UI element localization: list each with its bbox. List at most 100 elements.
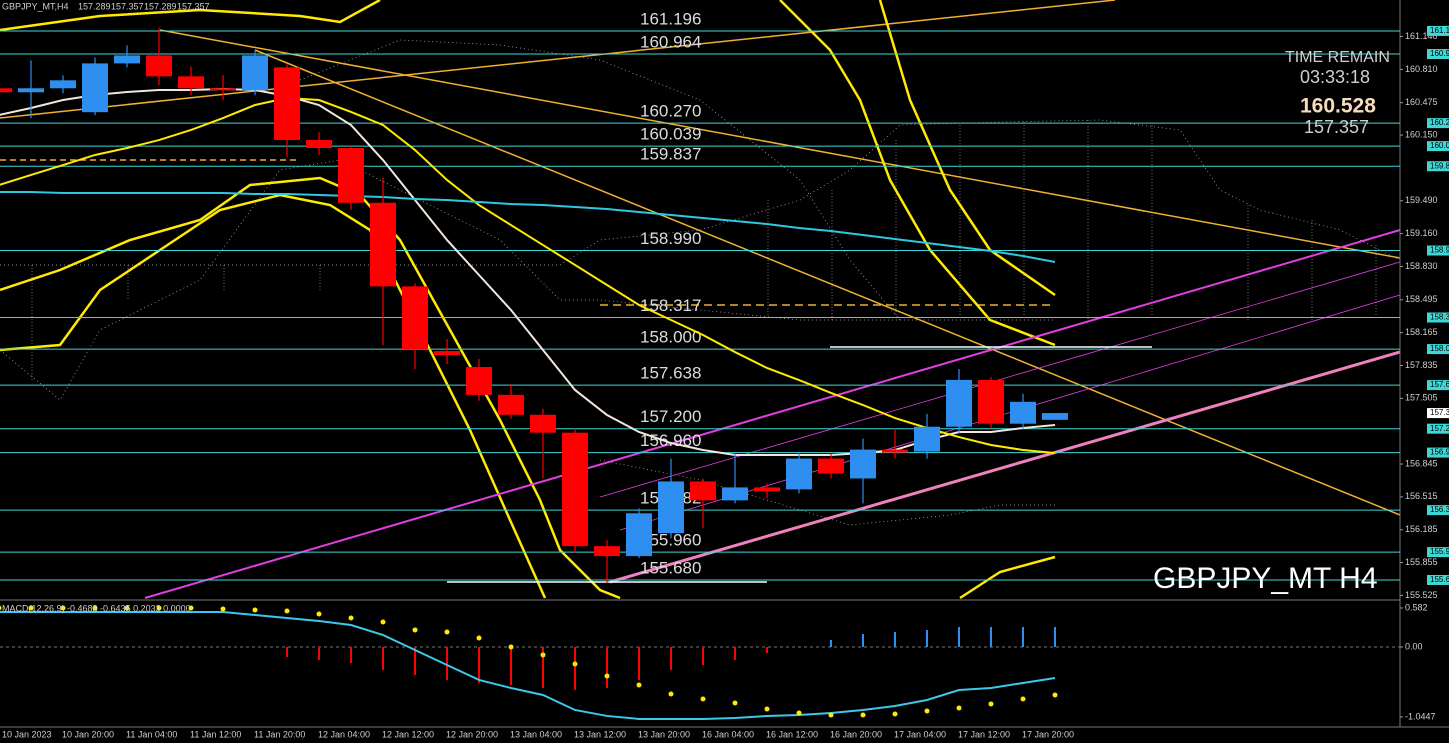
y-tick-label: 160.150 (1405, 129, 1438, 139)
candle-body (690, 481, 716, 501)
moving-average (0, 97, 1056, 454)
x-tick-label: 16 Jan 04:00 (702, 729, 754, 739)
signal-dot (476, 635, 482, 641)
candle-body (0, 88, 12, 93)
candle-body (594, 546, 620, 557)
level-price-label: 155.960 (1430, 547, 1449, 556)
signal-dot (284, 608, 290, 614)
x-tick-label: 11 Jan 12:00 (190, 729, 241, 739)
candle-body (1042, 413, 1068, 420)
x-tick-label: 12 Jan 04:00 (318, 729, 370, 739)
signal-dot (220, 606, 226, 612)
time-remain: 03:33:18 (1300, 67, 1370, 87)
signal-dot (572, 661, 578, 667)
signal-dot (1020, 696, 1026, 702)
x-tick-label: 13 Jan 12:00 (574, 729, 626, 739)
level-price-box (1427, 447, 1449, 458)
level-label: 160.039 (640, 125, 701, 144)
signal-dot (252, 607, 258, 613)
candle-body (178, 76, 204, 89)
signal-dot (764, 706, 770, 712)
level-label: 159.837 (640, 145, 701, 164)
signal-dot (668, 691, 674, 697)
signal-dot (508, 644, 514, 650)
candle-body (274, 67, 300, 141)
candle-body (722, 487, 748, 501)
candle-body (914, 426, 940, 452)
signal-dot (188, 605, 194, 611)
y-tick-label: 159.160 (1405, 228, 1438, 238)
candle-body (658, 481, 684, 534)
level-price-box (1427, 547, 1449, 558)
current-price-label: 157.357 (1430, 408, 1449, 417)
level-price-box (1427, 380, 1449, 391)
signal-dot (636, 682, 642, 688)
x-tick-label: 11 Jan 20:00 (254, 729, 305, 739)
candle-body (434, 351, 460, 356)
y-tick-label: 160.475 (1405, 97, 1438, 107)
y-tick-label: 159.490 (1405, 195, 1438, 205)
signal-dot (156, 605, 162, 611)
y-tick-label: 160.810 (1405, 64, 1438, 74)
y-tick-label: 0.00 (1405, 641, 1423, 651)
candle-body (786, 458, 812, 490)
signal-dot (124, 605, 130, 611)
candle-body (754, 487, 780, 492)
y-tick-label: 155.855 (1405, 557, 1438, 567)
level-price-label: 160.270 (1430, 118, 1449, 127)
candle-body (946, 379, 972, 427)
macd-line (0, 610, 1056, 720)
x-tick-label: 16 Jan 20:00 (830, 729, 882, 739)
signal-dot (956, 705, 962, 711)
level-price-box (1427, 423, 1449, 434)
x-tick-label: 10 Jan 20:00 (62, 729, 114, 739)
signal-dot (92, 605, 98, 611)
candle-body (850, 449, 876, 479)
signal-dot (380, 619, 386, 625)
signal-dot (924, 708, 930, 714)
current-price-box (1427, 408, 1449, 419)
level-price-label: 157.638 (1430, 380, 1449, 389)
candle-body (498, 394, 524, 415)
signal-dot (1052, 692, 1058, 698)
y-tick-label: -1.0447 (1405, 711, 1436, 721)
candle-body (338, 148, 364, 203)
price-small: 157.357 (1304, 117, 1369, 137)
signal-dot (828, 712, 834, 718)
x-tick-label: 10 Jan 2023 (2, 729, 52, 739)
candle-body (306, 140, 332, 149)
x-tick-label: 17 Jan 12:00 (958, 729, 1010, 739)
header-ohlc: 157.289 (144, 1, 177, 11)
candle-body (402, 286, 428, 350)
level-price-box (1427, 574, 1449, 585)
moving-average (0, 87, 1056, 456)
level-price-label: 155.680 (1430, 575, 1449, 584)
level-price-label: 160.964 (1430, 49, 1449, 58)
signal-dot (988, 701, 994, 707)
candle-body (978, 379, 1004, 424)
signal-dot (604, 673, 610, 679)
candle-body (50, 80, 76, 89)
level-price-label: 160.039 (1430, 141, 1449, 150)
signal-dot (540, 652, 546, 658)
y-tick-label: 158.165 (1405, 327, 1438, 337)
signal-dot (796, 710, 802, 716)
y-tick-label: 0.582 (1405, 602, 1428, 612)
y-tick-label: 157.835 (1405, 360, 1438, 370)
header-ohlc: 157.289 (78, 1, 111, 11)
candle-body (530, 414, 556, 433)
candle-body (18, 88, 44, 93)
y-tick-label: 156.185 (1405, 524, 1438, 534)
candle-body (466, 366, 492, 395)
y-tick-label: 158.495 (1405, 294, 1438, 304)
header-ohlc: 157.357 (111, 1, 144, 11)
signal-dot (892, 711, 898, 717)
level-price-box (1427, 25, 1449, 36)
signal-dot (700, 696, 706, 702)
signal-dot (28, 605, 34, 611)
x-tick-label: 16 Jan 12:00 (766, 729, 818, 739)
level-price-box (1427, 118, 1449, 129)
level-label: 160.964 (640, 33, 701, 52)
